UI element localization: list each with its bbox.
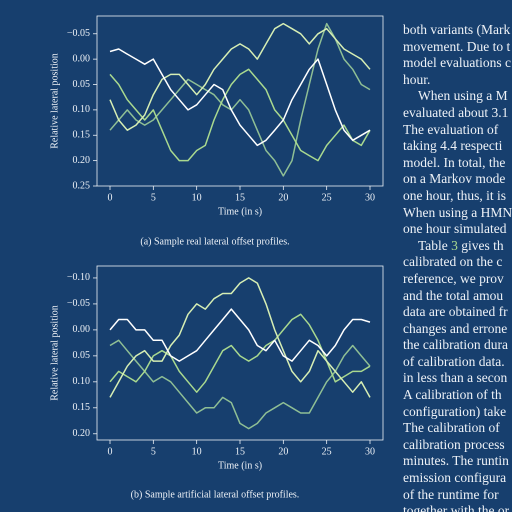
text-line: one hour simulated <box>403 221 507 237</box>
text-line: calibrated on the c <box>403 254 503 270</box>
x-tick-label: 25 <box>322 446 332 457</box>
y-tick-label: −0.10 <box>67 272 90 283</box>
text-column: both variants (Mark movement. Due to t mod… <box>403 22 512 512</box>
text-line: The evaluation of <box>403 121 499 137</box>
series-line <box>109 22 371 131</box>
text-line: hour. <box>403 71 431 87</box>
plot-frame <box>96 15 384 187</box>
series-line <box>109 48 371 147</box>
x-tick-label: 5 <box>151 446 156 457</box>
series-line <box>109 339 371 430</box>
x-axis-label: Time (in s) <box>218 206 262 217</box>
y-tick-label: 0.00 <box>73 53 91 64</box>
text-line: calibration process <box>403 436 505 452</box>
text-line: on a Markov mode <box>403 171 506 187</box>
text-line: When using a M <box>418 88 508 104</box>
x-tick-label: 15 <box>235 192 245 203</box>
text-line: changes and errone <box>403 320 508 336</box>
text-fragment: gives th <box>461 237 504 253</box>
x-tick-label: 15 <box>235 446 245 457</box>
text-line: of calibration data. <box>403 353 505 369</box>
x-tick-label: 30 <box>365 192 375 203</box>
text-line: model evaluations c <box>403 55 511 71</box>
figures: −0.05 0.00 0.05 0.10 0.15 0.20 0.25 0 5 10 15 20 25 3… <box>49 15 384 500</box>
y-tick-label: 0.15 <box>73 402 91 413</box>
y-tick-label: 0.05 <box>73 79 91 90</box>
text-line: movement. Due to t <box>403 38 511 54</box>
x-axis-label: Time (in s) <box>218 460 262 471</box>
x-tick-label: 5 <box>151 192 156 203</box>
series-line <box>109 68 371 162</box>
y-axis-label: Relative lateral position <box>49 53 60 149</box>
y-tick-label: 0.20 <box>73 428 91 439</box>
x-tick-label: 10 <box>192 446 202 457</box>
text-line: model. In total, the <box>403 154 506 170</box>
y-tick-label: 0.00 <box>73 324 91 335</box>
x-tick-label: 25 <box>322 192 332 203</box>
series-line <box>109 277 371 398</box>
text-line: configuration) take <box>403 403 507 419</box>
caption: (a) Sample real lateral offset profiles. <box>140 236 289 247</box>
text-line: both variants (Mark <box>403 22 511 37</box>
text-line: Table 3 gives th <box>403 238 512 255</box>
caption: (b) Sample artificial lateral offset pro… <box>131 489 300 500</box>
y-tick-label: −0.05 <box>67 298 90 309</box>
x-tick-label: 20 <box>278 446 288 457</box>
y-tick-label: −0.05 <box>67 28 90 39</box>
y-tick-label: 0.20 <box>73 155 91 166</box>
text-line: together with the or <box>403 503 510 512</box>
x-tick-label: 30 <box>365 446 375 457</box>
text-line: one hour, thus, it is <box>403 187 506 203</box>
y-axis-label: Relative lateral position <box>49 305 60 401</box>
x-tick-label: 10 <box>192 192 202 203</box>
y-tick-label: 0.25 <box>73 180 91 191</box>
text-line: of the runtime for <box>403 486 499 502</box>
y-tick-label: 0.10 <box>73 376 91 387</box>
y-tick-label: 0.05 <box>73 350 91 361</box>
text-line: data are obtained fr <box>403 304 508 320</box>
text-line: When using a HMN <box>403 204 512 220</box>
text-line: in less than a secon <box>403 370 508 386</box>
x-tick-label: 0 <box>108 192 113 203</box>
text-line: the calibration dura <box>403 337 508 353</box>
text-line: taking 4.4 respecti <box>403 138 503 154</box>
x-tick-label: 0 <box>108 446 113 457</box>
series-line <box>109 313 371 393</box>
x-tick-label: 20 <box>278 192 288 203</box>
y-tick-label: 0.15 <box>73 130 91 141</box>
y-tick-label: 0.10 <box>73 104 91 115</box>
text-line: The calibration of <box>403 420 500 436</box>
series-line <box>109 22 371 177</box>
plot-frame <box>96 265 384 441</box>
table-ref: 3 <box>451 237 458 253</box>
text-line: and the total amou <box>403 287 504 303</box>
table-word: Table <box>418 237 448 253</box>
text-line: minutes. The runtin <box>403 453 509 469</box>
text-line: A calibration of th <box>403 387 502 403</box>
text-line: reference, we prov <box>403 270 504 286</box>
series-line <box>109 308 371 362</box>
text-line: evaluated about 3.1 <box>403 104 509 120</box>
text-line: emission configura <box>403 470 507 486</box>
